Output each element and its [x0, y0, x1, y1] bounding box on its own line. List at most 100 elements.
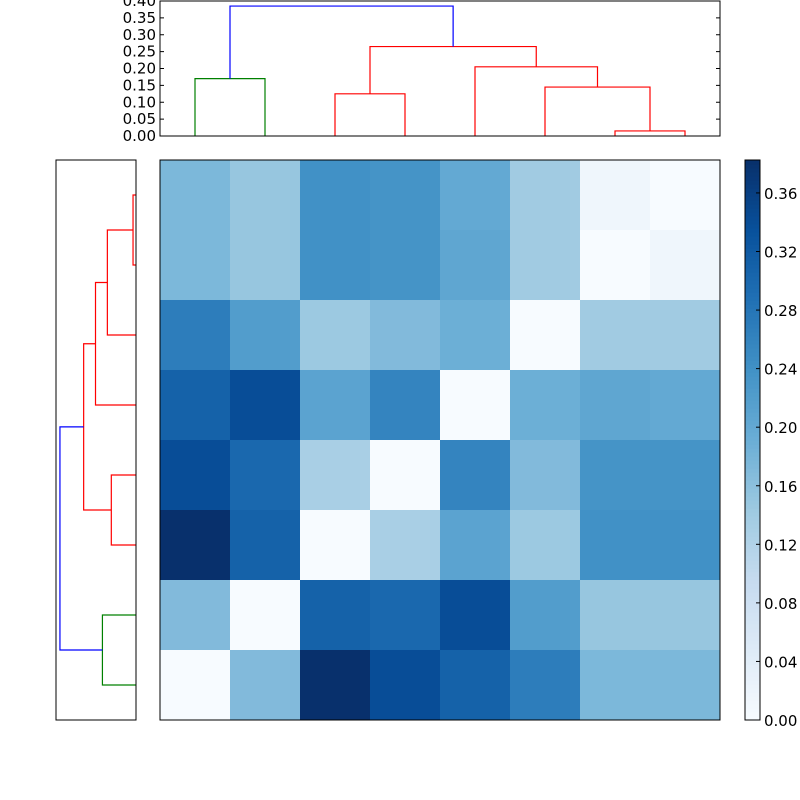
colorbar-segment — [745, 568, 760, 573]
colorbar-segment — [745, 468, 760, 473]
colorbar-segment — [745, 324, 760, 329]
heatmap-cell — [370, 230, 441, 301]
dendrogram-link — [194, 78, 266, 136]
colorbar-segment — [745, 560, 760, 565]
colorbar-segment — [745, 364, 760, 369]
heatmap-cell — [370, 580, 441, 651]
colorbar-segment — [745, 244, 760, 249]
colorbar-segment — [745, 592, 760, 597]
colorbar-segment — [745, 380, 760, 385]
colorbar-segment — [745, 576, 760, 581]
heatmap-cell — [300, 580, 371, 651]
top-dendrogram-frame — [159, 0, 721, 137]
colorbar-segment — [745, 640, 760, 645]
colorbar-segment — [745, 332, 760, 337]
colorbar-segment — [745, 312, 760, 317]
colorbar-segment — [745, 596, 760, 601]
dendrogram-link — [59, 426, 103, 651]
dendrogram-link — [101, 614, 136, 686]
dendrogram-link — [544, 86, 651, 136]
colorbar-tick-label: 0.36 — [764, 185, 797, 203]
colorbar-segment — [745, 520, 760, 525]
y-tick-label: 0.05 — [123, 110, 156, 128]
colorbar-segment — [745, 368, 760, 373]
colorbar-segment — [745, 476, 760, 481]
heatmap-cell — [160, 230, 231, 301]
colorbar: 0.00 0.04 0.08 0.12 0.16 0.20 0.24 0.28 0.32 0.36 — [744, 159, 797, 730]
colorbar-segment — [745, 160, 760, 165]
y-tick-label: 0.25 — [123, 43, 156, 61]
colorbar-segment — [745, 480, 760, 485]
colorbar-segment — [745, 512, 760, 517]
colorbar-segment — [745, 548, 760, 553]
colorbar-tick-label: 0.12 — [764, 536, 797, 554]
colorbar-segment — [745, 168, 760, 173]
colorbar-segment — [745, 340, 760, 345]
colorbar-segment — [745, 544, 760, 549]
heatmap-cell — [370, 440, 441, 511]
colorbar-segment — [745, 460, 760, 465]
colorbar-tick-label: 0.24 — [764, 361, 797, 379]
colorbar-segment — [745, 304, 760, 309]
colorbar-segment — [745, 636, 760, 641]
colorbar-segment — [745, 196, 760, 201]
y-tick-label: 0.30 — [123, 26, 156, 44]
heatmap-cell — [160, 510, 231, 581]
colorbar-segment — [745, 268, 760, 273]
colorbar-segment — [745, 684, 760, 689]
colorbar-segment — [745, 176, 760, 181]
dendrogram-link — [94, 281, 136, 406]
colorbar-segment — [745, 644, 760, 649]
colorbar-segment — [745, 208, 760, 213]
colorbar-segment — [745, 284, 760, 289]
colorbar-segment — [745, 316, 760, 321]
colorbar-segment — [745, 164, 760, 169]
colorbar-segment — [745, 204, 760, 209]
heatmap-cell — [510, 230, 581, 301]
heatmap-cell — [300, 230, 371, 301]
heatmap-cell — [230, 580, 301, 651]
heatmap-cell — [300, 510, 371, 581]
colorbar-segment — [745, 276, 760, 281]
dendrogram-link — [614, 130, 686, 136]
colorbar-segment — [745, 620, 760, 625]
heatmap-cell — [230, 510, 301, 581]
colorbar-tick-label: 0.00 — [764, 712, 797, 730]
heatmap-cell — [440, 230, 511, 301]
dendrogram-link — [83, 343, 112, 511]
colorbar-segment — [745, 524, 760, 529]
colorbar-segment — [745, 528, 760, 533]
left-dendrogram — [55, 159, 137, 721]
colorbar-segment — [745, 376, 760, 381]
heatmap-cell — [230, 370, 301, 441]
heatmap-cell — [440, 580, 511, 651]
dendrogram-link — [110, 474, 136, 546]
colorbar-segment — [745, 232, 760, 237]
colorbar-segment — [745, 308, 760, 313]
colorbar-segment — [745, 252, 760, 257]
colorbar-segment — [745, 384, 760, 389]
heatmap-cell — [650, 160, 721, 231]
colorbar-segment — [745, 344, 760, 349]
colorbar-tick-label: 0.32 — [764, 244, 797, 262]
colorbar-segment — [745, 408, 760, 413]
colorbar-segment — [745, 608, 760, 613]
colorbar-segment — [745, 668, 760, 673]
colorbar-segment — [745, 508, 760, 513]
colorbar-segment — [745, 352, 760, 357]
colorbar-tick-label: 0.08 — [764, 595, 797, 613]
colorbar-segment — [745, 392, 760, 397]
heatmap-cell — [160, 300, 231, 371]
colorbar-segment — [745, 648, 760, 653]
heatmap-cell — [650, 580, 721, 651]
colorbar-segment — [745, 348, 760, 353]
colorbar-segment — [745, 564, 760, 569]
heatmap-cell — [510, 650, 581, 721]
colorbar-segment — [745, 500, 760, 505]
colorbar-segment — [745, 492, 760, 497]
dendrogram-link — [334, 93, 406, 136]
colorbar-segment — [745, 396, 760, 401]
colorbar-segment — [745, 320, 760, 325]
heatmap-cell — [650, 370, 721, 441]
